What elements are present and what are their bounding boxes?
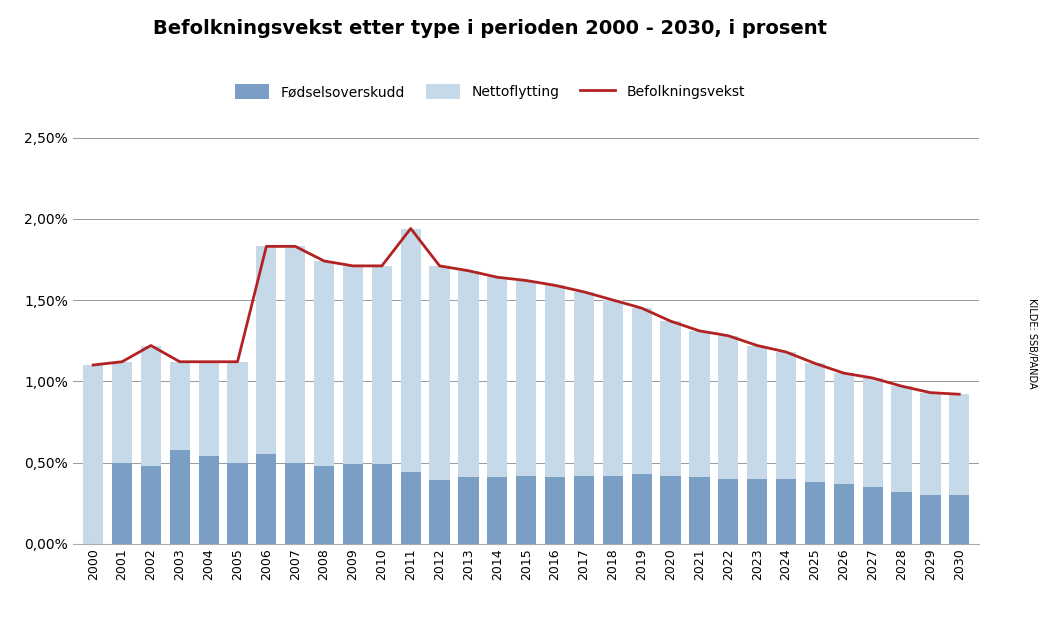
Bar: [949, 495, 969, 544]
Bar: [516, 476, 537, 544]
Bar: [776, 352, 796, 479]
Bar: [199, 456, 219, 544]
Bar: [661, 321, 680, 476]
Bar: [141, 466, 162, 544]
Bar: [314, 466, 334, 544]
Bar: [776, 479, 796, 544]
Bar: [545, 286, 565, 477]
Bar: [545, 477, 565, 544]
Bar: [314, 261, 334, 466]
Bar: [804, 482, 825, 544]
Bar: [488, 477, 507, 544]
Bar: [111, 462, 132, 544]
Bar: [170, 362, 190, 449]
Bar: [804, 363, 825, 482]
Bar: [602, 300, 623, 476]
Bar: [631, 474, 652, 544]
Bar: [863, 378, 883, 487]
Bar: [141, 346, 162, 466]
Bar: [718, 336, 739, 479]
Bar: [920, 392, 941, 495]
Bar: [343, 464, 363, 544]
Bar: [286, 246, 305, 462]
Bar: [227, 462, 248, 544]
Bar: [256, 246, 276, 454]
Bar: [631, 308, 652, 474]
Bar: [949, 394, 969, 495]
Bar: [834, 484, 853, 544]
Bar: [400, 229, 421, 472]
Bar: [111, 362, 132, 462]
Text: Befolkningsvekst etter type i perioden 2000 - 2030, i prosent: Befolkningsvekst etter type i perioden 2…: [153, 19, 826, 38]
Bar: [747, 479, 767, 544]
Text: KILDE: SSB/PANDA: KILDE: SSB/PANDA: [1026, 298, 1037, 389]
Bar: [343, 266, 363, 464]
Bar: [891, 386, 912, 492]
Bar: [286, 462, 305, 544]
Bar: [747, 346, 767, 479]
Legend: Fødselsoverskudd, Nettoflytting, Befolkningsvekst: Fødselsoverskudd, Nettoflytting, Befolkn…: [229, 79, 750, 105]
Bar: [372, 464, 392, 544]
Bar: [488, 278, 507, 477]
Bar: [516, 281, 537, 476]
Bar: [227, 362, 248, 462]
Bar: [602, 476, 623, 544]
Bar: [199, 362, 219, 456]
Bar: [458, 271, 478, 477]
Bar: [400, 472, 421, 544]
Bar: [661, 476, 680, 544]
Bar: [83, 365, 103, 544]
Bar: [574, 292, 594, 476]
Bar: [458, 477, 478, 544]
Bar: [170, 449, 190, 544]
Bar: [834, 373, 853, 484]
Bar: [863, 487, 883, 544]
Bar: [574, 476, 594, 544]
Bar: [690, 477, 710, 544]
Bar: [920, 495, 941, 544]
Bar: [429, 266, 450, 481]
Bar: [372, 266, 392, 464]
Bar: [891, 492, 912, 544]
Bar: [690, 331, 710, 477]
Bar: [256, 454, 276, 544]
Bar: [718, 479, 739, 544]
Bar: [429, 481, 450, 544]
